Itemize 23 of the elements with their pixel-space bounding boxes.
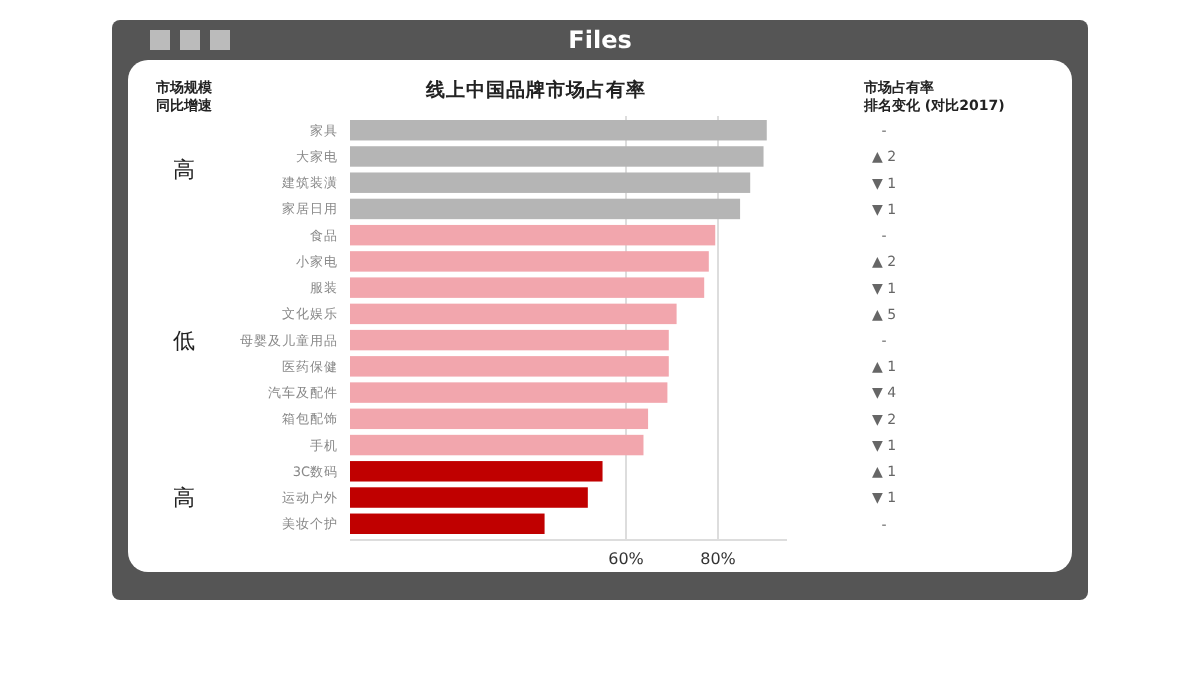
bar [350, 277, 705, 298]
bar [350, 329, 669, 351]
bar [350, 434, 644, 456]
bar [350, 303, 677, 325]
bar [350, 513, 545, 534]
bar [350, 382, 668, 403]
bar [350, 146, 764, 167]
bar [350, 251, 709, 272]
text: 低 [173, 327, 195, 354]
bar [350, 172, 751, 193]
bar [350, 224, 716, 246]
bar [350, 198, 741, 220]
text: 高 [173, 485, 195, 512]
bar [350, 120, 767, 141]
text: 高 [173, 157, 195, 184]
bar [350, 461, 603, 482]
chart-title: 线上中国品牌市场占有率 [424, 78, 646, 102]
bar [350, 487, 588, 508]
chart-subtitle: Files [568, 26, 632, 54]
bar [350, 408, 649, 430]
bar [350, 356, 669, 377]
x-tick-label: 80% [700, 550, 737, 568]
x-tick-label: 60% [608, 550, 645, 568]
